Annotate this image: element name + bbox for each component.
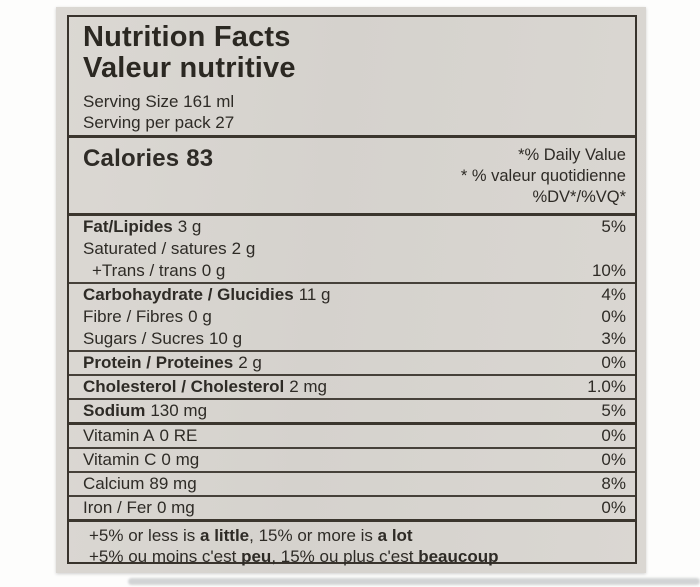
nutrient-name: Calcium 89 mg [83, 474, 197, 493]
nutrient-percent: 8% [601, 474, 626, 493]
nutrient-row-sugars: Sugars / Sucres 10 g 3% [69, 328, 635, 350]
nutrient-percent: 0% [601, 353, 626, 372]
nutrient-percent: 0% [601, 498, 626, 517]
calories-value: Calories 83 [83, 145, 213, 173]
nutrient-name: Sugars / Sucres 10 g [83, 329, 243, 348]
daily-value-line-abbr: %DV*/%VQ* [532, 188, 626, 206]
nutrient-row-sodium: Sodium 130 mg 5% [69, 398, 635, 422]
nutrition-label-box: Nutrition Facts Valeur nutritive Serving… [67, 15, 637, 566]
nutrient-row-protein: Protein / Proteines 2 g 0% [69, 350, 635, 374]
nutrient-name: Saturated / satures 2 g [83, 239, 256, 258]
nutrient-name: Cholesterol / Cholesterol 2 mg [83, 377, 327, 396]
nutrient-row-iron: Iron / Fer 0 mg 0% [69, 495, 635, 519]
daily-value-header: *% Daily Value * % valeur quotidienne %D… [461, 145, 626, 208]
nutrient-percent: 0% [601, 307, 626, 326]
servings-per-pack: Serving per pack 27 [83, 113, 235, 132]
serving-size: Serving Size 161 ml [83, 92, 235, 111]
nutrient-name: +Trans / trans 0 g [92, 261, 226, 280]
nutrient-percent: 5% [601, 217, 626, 236]
nutrient-name: Protein / Proteines 2 g [83, 353, 262, 372]
nutrient-row-saturated: Saturated / satures 2 g [69, 238, 635, 260]
nutrient-percent: 4% [601, 285, 626, 304]
nutrient-percent: 5% [601, 401, 626, 420]
label-header: Nutrition Facts Valeur nutritive Serving… [69, 17, 635, 135]
nutrient-row-fibre: Fibre / Fibres 0 g 0% [69, 306, 635, 328]
nutrient-percent: 1.0% [587, 377, 626, 396]
nutrients-table: Fat/Lipides 3 g 5% Saturated / satures 2 g… [69, 213, 635, 519]
nutrient-name: Fat/Lipides 3 g [83, 217, 202, 236]
calories-section: Calories 83 *% Daily Value * % valeur qu… [69, 135, 635, 213]
nutrient-percent: 3% [601, 329, 626, 348]
nutrition-label-paper: Nutrition Facts Valeur nutritive Serving… [56, 7, 646, 573]
nutrient-row-calcium: Calcium 89 mg 8% [69, 471, 635, 495]
calories-number: 83 [186, 145, 214, 172]
footnote-fr: +5% ou moins c'est peu, 15% ou plus c'es… [89, 547, 499, 566]
calories-label: Calories [83, 145, 180, 172]
nutrient-percent: 0% [601, 426, 626, 445]
daily-value-line-fr: * % valeur quotidienne [460, 167, 626, 185]
footnote: +5% or less is a little, 15% or more is … [69, 519, 635, 570]
label-title-fr: Valeur nutritive [83, 52, 296, 84]
nutrient-percent: 0% [601, 450, 626, 469]
nutrient-row-trans: +Trans / trans 0 g 10% [69, 260, 635, 282]
nutrient-name: Fibre / Fibres 0 g [83, 307, 212, 326]
nutrient-row-carbohydrate: Carbohaydrate / Glucidies 11 g 4% [69, 282, 635, 306]
nutrient-name: Carbohaydrate / Glucidies 11 g [83, 285, 331, 304]
photo-edge-artifact [128, 578, 700, 585]
nutrient-name: Sodium 130 mg [83, 401, 208, 420]
nutrient-name: Iron / Fer 0 mg [83, 498, 195, 517]
daily-value-line-en: *% Daily Value [518, 146, 626, 164]
nutrient-row-cholesterol: Cholesterol / Cholesterol 2 mg 1.0% [69, 374, 635, 398]
nutrient-row-fat: Fat/Lipides 3 g 5% [69, 216, 635, 238]
footnote-en: +5% or less is a little, 15% or more is … [89, 526, 413, 545]
label-title-en: Nutrition Facts [83, 21, 291, 53]
nutrient-percent: 10% [591, 261, 626, 280]
